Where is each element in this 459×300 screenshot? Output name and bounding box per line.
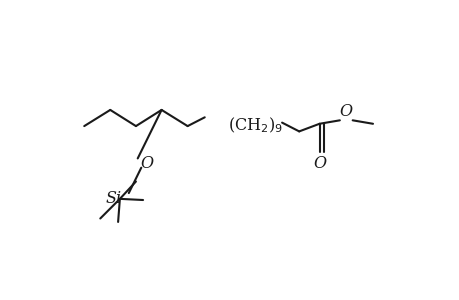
Text: O: O	[140, 154, 154, 172]
Text: Si: Si	[105, 190, 121, 207]
Text: (CH$_2$)$_9$: (CH$_2$)$_9$	[227, 115, 282, 135]
Text: O: O	[339, 103, 352, 120]
Text: O: O	[312, 154, 325, 172]
